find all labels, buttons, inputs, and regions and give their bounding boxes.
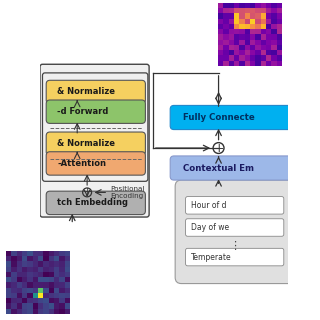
Text: Positional
Encoding: Positional Encoding (111, 186, 145, 199)
FancyBboxPatch shape (186, 196, 284, 214)
Text: -Attention: -Attention (57, 159, 106, 168)
FancyBboxPatch shape (46, 100, 145, 124)
Text: & Normalize: & Normalize (57, 139, 115, 148)
FancyBboxPatch shape (46, 152, 145, 175)
Text: Hour of d: Hour of d (191, 201, 226, 210)
Text: Contextual Em: Contextual Em (183, 164, 254, 172)
FancyBboxPatch shape (170, 156, 292, 180)
FancyBboxPatch shape (40, 64, 149, 217)
Text: +: + (83, 188, 92, 197)
FancyBboxPatch shape (46, 132, 145, 156)
Text: tch Embedding: tch Embedding (57, 198, 128, 207)
Text: Fully Connecte: Fully Connecte (183, 113, 255, 122)
Text: ⋮: ⋮ (229, 241, 240, 251)
Text: Day of we: Day of we (191, 223, 229, 232)
FancyBboxPatch shape (186, 219, 284, 236)
Text: & Normalize: & Normalize (57, 87, 115, 97)
FancyBboxPatch shape (46, 80, 145, 104)
Text: +: + (213, 141, 224, 155)
FancyBboxPatch shape (175, 180, 294, 284)
FancyBboxPatch shape (170, 105, 292, 130)
FancyBboxPatch shape (46, 191, 145, 215)
FancyBboxPatch shape (186, 248, 284, 266)
Text: Temperate: Temperate (191, 252, 231, 261)
Text: -d Forward: -d Forward (57, 107, 108, 116)
